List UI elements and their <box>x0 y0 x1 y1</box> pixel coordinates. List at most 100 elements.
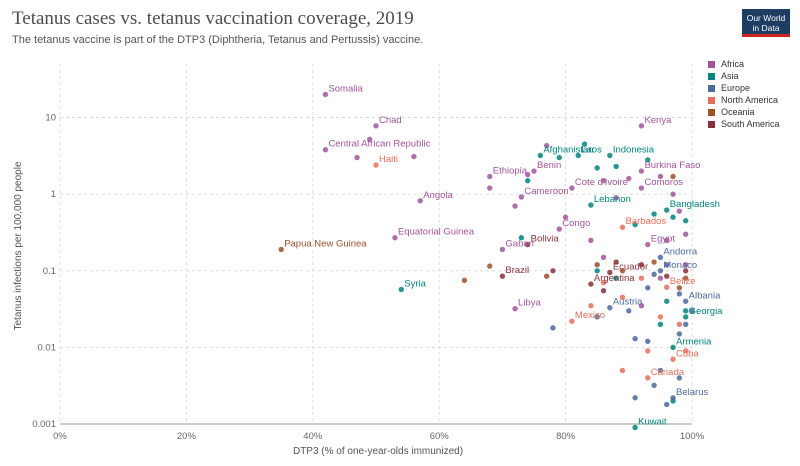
data-point[interactable] <box>588 237 594 243</box>
data-point[interactable] <box>524 241 531 248</box>
data-point[interactable] <box>676 321 683 328</box>
data-point[interactable] <box>632 424 638 431</box>
data-point[interactable] <box>632 221 638 228</box>
data-point[interactable] <box>619 367 626 374</box>
data-point[interactable] <box>487 185 493 191</box>
data-point[interactable] <box>664 262 670 268</box>
data-point[interactable] <box>613 259 619 265</box>
data-point[interactable] <box>569 185 575 191</box>
data-point[interactable] <box>626 308 632 314</box>
data-point[interactable] <box>322 147 329 153</box>
data-point[interactable] <box>657 254 664 260</box>
data-point[interactable] <box>682 218 689 224</box>
data-point[interactable] <box>670 191 676 197</box>
legend-item[interactable]: Africa <box>708 58 780 70</box>
data-point[interactable] <box>487 173 493 180</box>
data-point[interactable] <box>664 207 670 213</box>
data-point[interactable] <box>322 91 329 98</box>
data-point[interactable] <box>524 171 531 178</box>
data-point[interactable] <box>278 246 284 253</box>
data-point[interactable] <box>531 168 537 174</box>
data-point[interactable] <box>398 286 404 293</box>
data-point[interactable] <box>682 275 689 281</box>
data-point[interactable] <box>373 162 379 168</box>
data-point[interactable] <box>594 268 600 274</box>
data-point[interactable] <box>588 281 594 287</box>
data-point[interactable] <box>638 275 645 281</box>
data-point[interactable] <box>550 325 556 331</box>
data-point[interactable] <box>499 273 506 279</box>
data-point[interactable] <box>569 318 575 324</box>
data-point[interactable] <box>607 152 613 159</box>
data-point[interactable] <box>588 303 594 309</box>
data-point[interactable] <box>664 401 670 408</box>
data-point[interactable] <box>657 173 664 180</box>
data-point[interactable] <box>638 303 645 309</box>
data-point[interactable] <box>613 194 619 201</box>
data-point[interactable] <box>613 163 619 170</box>
data-point[interactable] <box>645 338 651 345</box>
data-point[interactable] <box>682 268 689 274</box>
data-point[interactable] <box>638 168 645 174</box>
data-point[interactable] <box>670 395 676 401</box>
data-point[interactable] <box>543 142 550 149</box>
data-point[interactable] <box>670 173 676 180</box>
data-point[interactable] <box>581 141 588 147</box>
data-point[interactable] <box>682 308 689 314</box>
data-point[interactable] <box>651 382 657 388</box>
data-point[interactable] <box>664 298 670 304</box>
data-point[interactable] <box>682 298 689 304</box>
data-point[interactable] <box>512 305 518 312</box>
legend-item[interactable]: Oceania <box>708 106 780 118</box>
data-point[interactable] <box>619 268 626 274</box>
data-point[interactable] <box>657 367 664 374</box>
data-point[interactable] <box>518 194 525 200</box>
data-point[interactable] <box>392 235 398 241</box>
data-point[interactable] <box>682 314 689 320</box>
data-point[interactable] <box>638 123 645 129</box>
data-point[interactable] <box>651 271 657 277</box>
data-point[interactable] <box>594 165 600 171</box>
data-point[interactable] <box>670 356 676 362</box>
legend-item[interactable]: Asia <box>708 70 780 82</box>
data-point[interactable] <box>651 211 657 217</box>
data-point[interactable] <box>676 331 683 337</box>
data-point[interactable] <box>594 314 600 320</box>
data-point[interactable] <box>676 291 683 297</box>
data-point[interactable] <box>657 314 664 320</box>
data-point[interactable] <box>664 237 670 243</box>
data-point[interactable] <box>537 152 544 159</box>
data-point[interactable] <box>664 284 670 290</box>
data-point[interactable] <box>619 224 626 230</box>
data-point[interactable] <box>676 208 683 214</box>
data-point[interactable] <box>607 304 613 311</box>
data-point[interactable] <box>600 254 607 260</box>
data-point[interactable] <box>619 294 626 301</box>
data-point[interactable] <box>373 123 379 129</box>
data-point[interactable] <box>632 335 638 342</box>
data-point[interactable] <box>664 273 670 279</box>
legend-item[interactable]: South America <box>708 118 780 130</box>
data-point[interactable] <box>499 246 506 253</box>
data-point[interactable] <box>411 153 417 160</box>
data-point[interactable] <box>588 202 594 208</box>
data-point[interactable] <box>682 231 689 237</box>
data-point[interactable] <box>550 268 556 274</box>
data-point[interactable] <box>645 285 651 291</box>
data-point[interactable] <box>354 154 360 161</box>
data-point[interactable] <box>607 269 613 276</box>
data-point[interactable] <box>670 214 676 220</box>
data-point[interactable] <box>670 344 676 351</box>
data-point[interactable] <box>682 262 689 268</box>
data-point[interactable] <box>645 157 651 163</box>
data-point[interactable] <box>657 321 664 328</box>
data-point[interactable] <box>600 279 607 286</box>
data-point[interactable] <box>543 273 550 279</box>
legend-item[interactable]: North America <box>708 94 780 106</box>
data-point[interactable] <box>613 275 619 281</box>
data-point[interactable] <box>682 321 689 328</box>
data-point[interactable] <box>657 268 664 274</box>
data-point[interactable] <box>556 226 562 232</box>
data-point[interactable] <box>682 348 689 354</box>
data-point[interactable] <box>366 136 373 143</box>
